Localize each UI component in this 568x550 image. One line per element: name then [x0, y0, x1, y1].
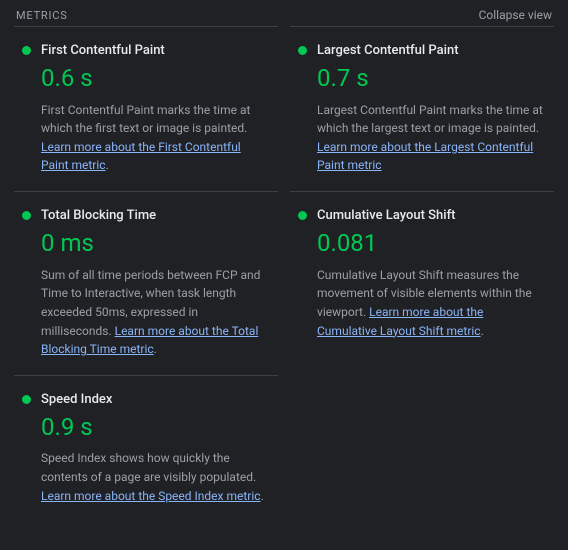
status-dot-icon [298, 211, 307, 220]
metric-title: Cumulative Layout Shift [317, 208, 546, 225]
metric-title: Largest Contentful Paint [317, 43, 546, 60]
period: . [481, 324, 484, 338]
metric-description: Cumulative Layout Shift measures the mov… [317, 266, 546, 340]
period: . [261, 489, 264, 503]
metric-title: First Contentful Paint [41, 43, 270, 60]
metric-card-fcp: First Contentful Paint 0.6 s First Conte… [14, 26, 278, 191]
section-title: METRICS [16, 9, 68, 22]
metric-title: Speed Index [41, 392, 270, 409]
metric-value: 0.9 s [41, 413, 270, 442]
period: . [106, 158, 109, 172]
metric-value: 0.7 s [317, 64, 546, 93]
metric-description: Speed Index shows how quickly the conten… [41, 449, 270, 505]
metric-value: 0.081 [317, 229, 546, 258]
period: . [154, 342, 157, 356]
learn-more-link[interactable]: Learn more about the Speed Index metric [41, 489, 261, 503]
status-dot-icon [22, 46, 31, 55]
metric-description: First Contentful Paint marks the time at… [41, 101, 270, 175]
metric-desc-text: Largest Contentful Paint marks the time … [317, 103, 543, 136]
status-dot-icon [22, 211, 31, 220]
metric-card-cls: Cumulative Layout Shift 0.081 Cumulative… [290, 191, 554, 375]
metric-card-lcp: Largest Contentful Paint 0.7 s Largest C… [290, 26, 554, 191]
metric-title: Total Blocking Time [41, 208, 270, 225]
metric-desc-text: First Contentful Paint marks the time at… [41, 103, 250, 136]
metric-card-si: Speed Index 0.9 s Speed Index shows how … [14, 375, 278, 521]
status-dot-icon [298, 46, 307, 55]
collapse-view-link[interactable]: Collapse view [479, 8, 552, 22]
metric-desc-text: Speed Index shows how quickly the conten… [41, 451, 256, 484]
metric-value: 0 ms [41, 229, 270, 258]
metric-value: 0.6 s [41, 64, 270, 93]
metric-description: Largest Contentful Paint marks the time … [317, 101, 546, 175]
metrics-header: METRICS Collapse view [0, 0, 568, 26]
metrics-grid: First Contentful Paint 0.6 s First Conte… [0, 26, 568, 529]
metric-card-tbt: Total Blocking Time 0 ms Sum of all time… [14, 191, 278, 375]
learn-more-link[interactable]: Learn more about the First Contentful Pa… [41, 140, 241, 173]
metric-description: Sum of all time periods between FCP and … [41, 266, 270, 359]
learn-more-link[interactable]: Learn more about the Largest Contentful … [317, 140, 533, 173]
status-dot-icon [22, 395, 31, 404]
